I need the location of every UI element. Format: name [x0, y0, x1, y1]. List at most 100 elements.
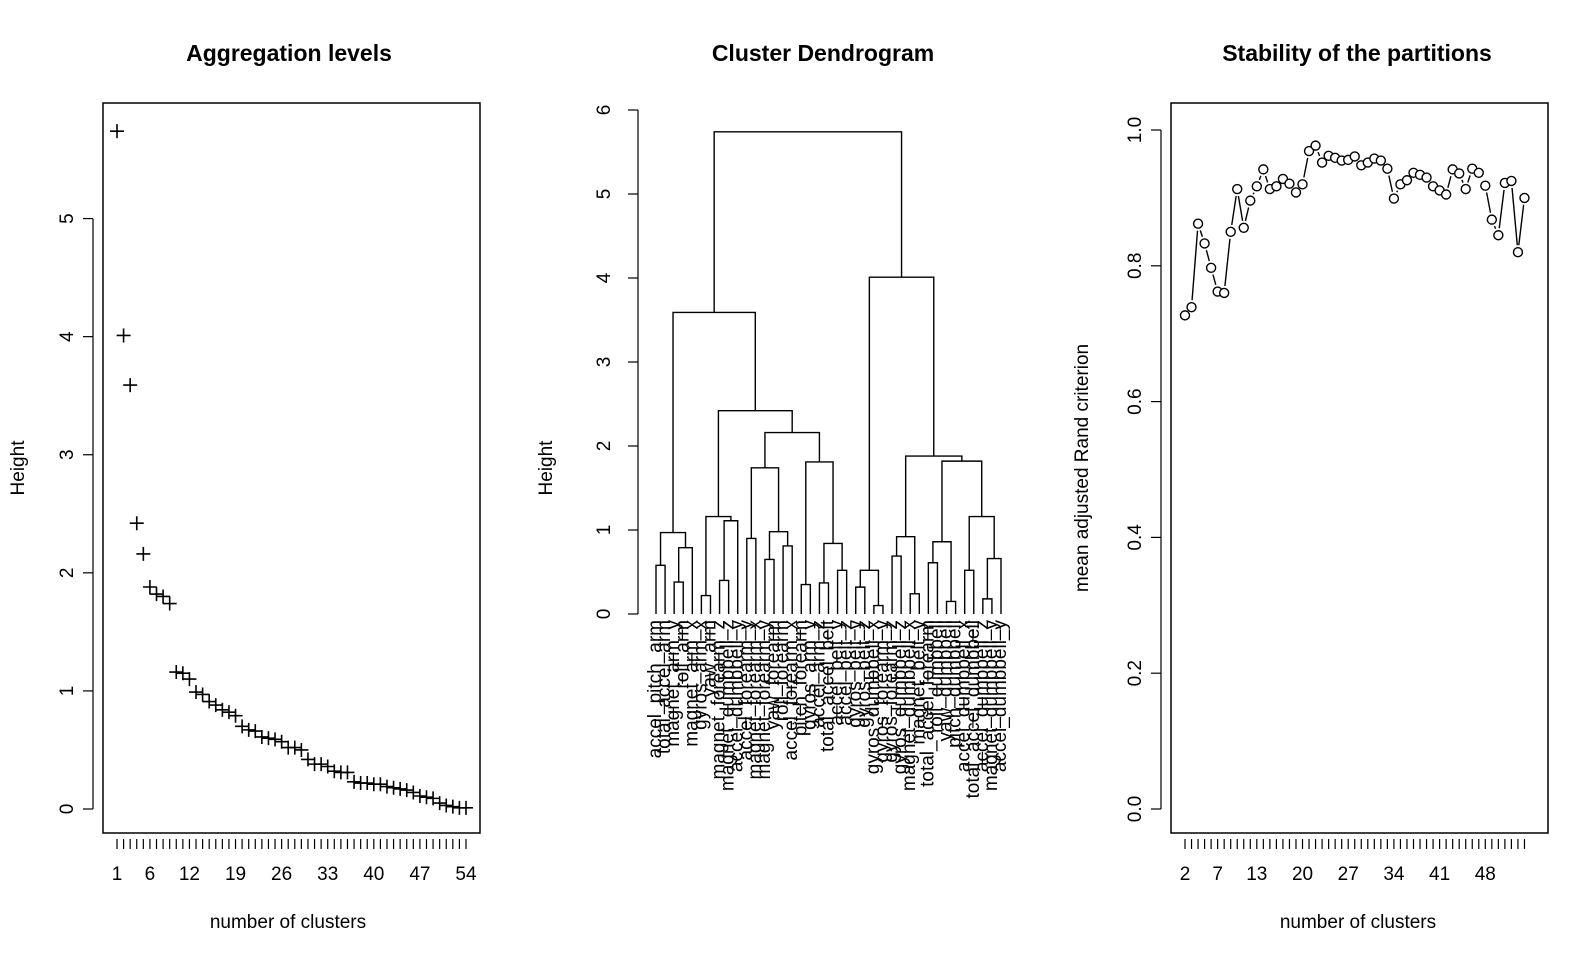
aggregation-points	[110, 124, 473, 815]
leaf-label: accel_belt_y	[827, 620, 848, 726]
leaf-label: yaw_dumbbell	[936, 620, 957, 741]
y-tick-label: 0	[57, 804, 78, 815]
data-point-plus	[268, 732, 283, 747]
aggregation-levels-panel: Aggregation levels number of clusters He…	[8, 40, 481, 933]
data-point-circle	[1401, 175, 1413, 186]
x-tick-label: 13	[1246, 864, 1267, 885]
leaf-label: gyros_dumbbell_z	[890, 620, 911, 774]
data-point-circle	[1186, 302, 1197, 313]
data-point-circle	[1258, 164, 1269, 175]
dendrogram-branch	[655, 564, 666, 614]
data-point-circle	[1453, 168, 1465, 179]
data-point-plus	[379, 779, 394, 794]
leaf-label: accel_forearm_y	[736, 620, 757, 761]
dendrogram-tree	[655, 131, 1002, 614]
leaf-label: yaw_forearm	[763, 620, 784, 730]
data-point-circle	[1382, 163, 1393, 174]
data-point-plus	[393, 781, 408, 796]
data-point-circle	[1316, 157, 1328, 168]
data-point-plus	[215, 702, 230, 717]
leaf-label: accel_dumbbell_z	[972, 620, 993, 772]
leaf-label: total_accel_dumbbell	[963, 620, 984, 799]
dendrogram-leaf-labels: accel_pitch_armtotal_accel_armmagnet_arm…	[645, 619, 1011, 798]
dendrogram-branch	[963, 569, 975, 614]
y-tick-label: 4	[594, 272, 615, 283]
stability-line-segment	[1461, 179, 1464, 183]
dendrogram-branch	[782, 545, 793, 614]
data-point-circle	[1232, 183, 1243, 195]
leaf-label: magnet_dumbbell_y	[981, 620, 1002, 792]
leaf-label: gyros_forearm_y	[872, 620, 893, 763]
data-point-plus	[294, 742, 309, 757]
dendrogram-branch	[855, 586, 866, 614]
data-point-circle	[1179, 310, 1191, 321]
leaf-label: gyros_forearm_z	[881, 620, 902, 763]
x-tick-label: 40	[363, 864, 384, 885]
data-point-plus	[116, 328, 131, 343]
leaf-label: total_accel_forearm	[917, 620, 938, 787]
dendrogram-branch	[717, 410, 793, 517]
leaf-label: accel_dumbbell_y	[990, 620, 1011, 773]
dendrogram-branch	[873, 604, 884, 614]
data-point-plus	[248, 724, 263, 739]
stability-title: Stability of the partitions	[1222, 40, 1492, 66]
leaf-label: accel_pitch_arm	[645, 620, 666, 758]
data-point-plus	[432, 796, 447, 811]
dendrogram-branch	[945, 600, 957, 614]
data-point-plus	[110, 124, 124, 139]
dendrogram-branch	[750, 467, 780, 539]
leaf-label: gyros_belt_y	[845, 620, 866, 728]
x-tick-label: 27	[1338, 864, 1359, 885]
stability-line-segment	[1396, 190, 1399, 193]
data-point-plus	[445, 799, 460, 814]
y-tick-label: 0.2	[1125, 660, 1146, 686]
dendrogram-branch	[764, 558, 775, 614]
data-point-plus	[347, 774, 362, 789]
y-tick-label: 4	[57, 331, 78, 342]
stability-line-segment	[1212, 274, 1217, 286]
data-point-plus	[235, 719, 250, 734]
leaf-label: magnet_forearm_z	[709, 620, 730, 779]
data-point-plus	[314, 757, 329, 772]
data-point-circle	[1480, 180, 1491, 191]
dendrogram-branch	[868, 276, 935, 571]
x-tick-label: 54	[455, 864, 477, 885]
x-tick-label: 2	[1180, 864, 1191, 885]
dendrogram-branch	[718, 579, 730, 614]
x-tick-label: 34	[1383, 864, 1405, 885]
leaf-label: accel_arm_z	[808, 620, 829, 728]
leaf-label: accel_dumbbell_y	[727, 620, 748, 773]
dendrogram-branch	[927, 562, 939, 614]
leaf-label: gyros_dumbbell_x	[863, 620, 884, 775]
stability-line-segment	[1303, 157, 1309, 178]
y-tick-label: 5	[594, 189, 615, 200]
data-point-circle	[1512, 247, 1524, 258]
stability-line-segment	[1388, 175, 1394, 192]
y-tick-label: 6	[594, 105, 615, 116]
stability-line-segment	[1511, 187, 1519, 246]
data-point-plus	[459, 800, 473, 815]
leaf-label: pitch_forearm	[790, 620, 811, 736]
data-point-plus	[149, 587, 164, 602]
leaf-label: accel_belt_z	[836, 620, 857, 726]
data-point-plus	[274, 734, 289, 749]
stability-axes: 2 7 13 20 27 34 41 48 0.0 0.2 0.4 0.6 0.8 1.0	[1125, 117, 1526, 885]
dendrogram-branch	[909, 593, 920, 614]
data-point-circle	[1519, 192, 1530, 204]
leaf-label: yaw_arm	[699, 620, 720, 697]
data-point-circle	[1486, 214, 1498, 225]
data-point-plus	[327, 764, 342, 779]
data-point-plus	[287, 740, 302, 755]
stability-line-segment	[1252, 192, 1255, 195]
stability-line-segment	[1191, 230, 1199, 301]
data-point-plus	[221, 705, 236, 720]
x-tick-label: 19	[225, 864, 246, 885]
dendrogram-axes: 0 1 2 3 4 5 6	[594, 105, 639, 619]
x-tick-label: 1	[112, 864, 123, 885]
data-point-plus	[129, 516, 144, 531]
stability-line-segment	[1205, 249, 1210, 262]
data-point-plus	[340, 765, 355, 780]
dendrogram-branch	[800, 583, 812, 614]
leaf-label: roll_arm	[672, 620, 693, 689]
